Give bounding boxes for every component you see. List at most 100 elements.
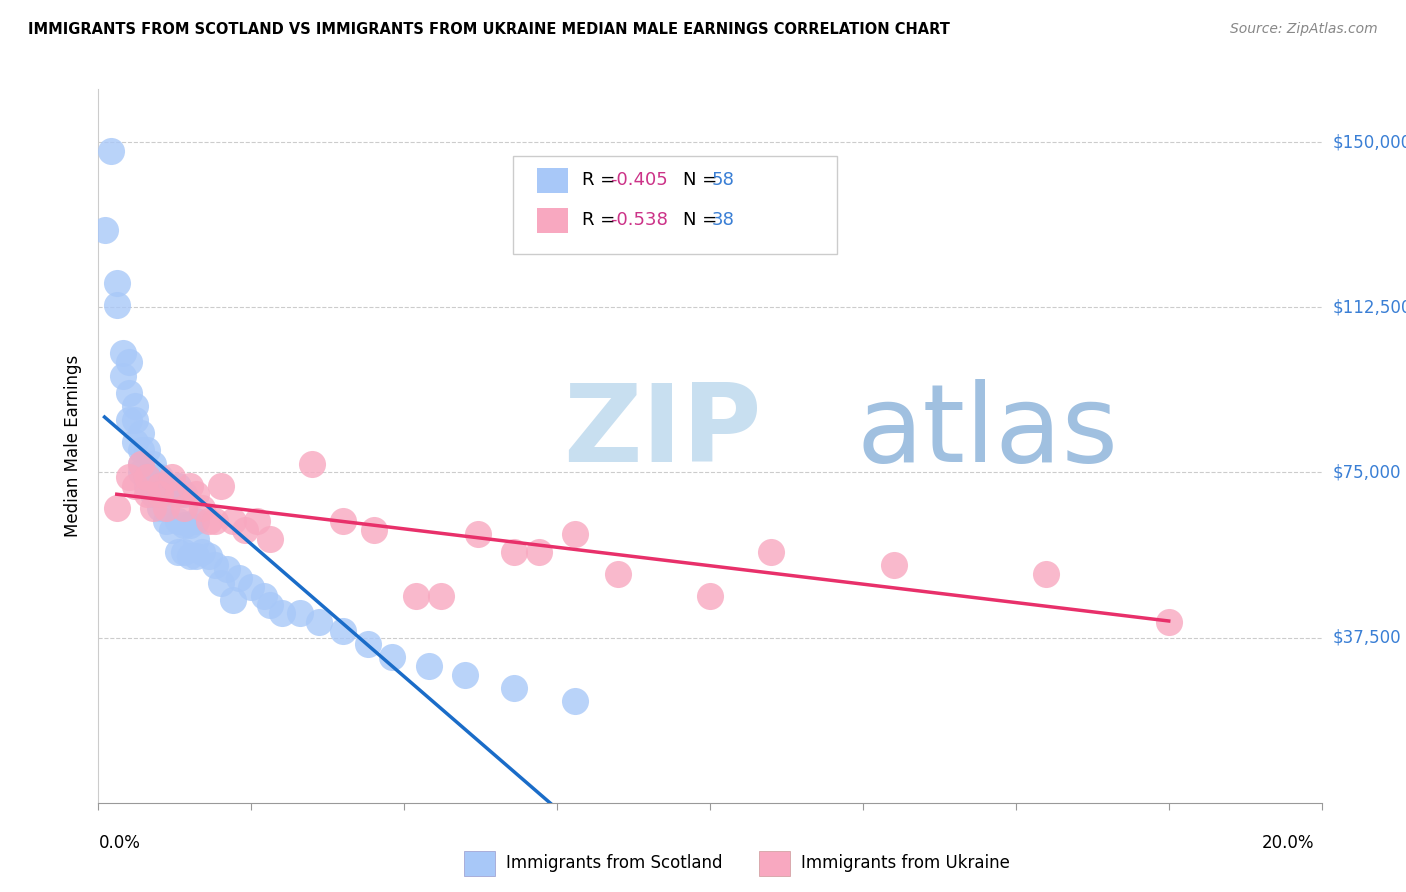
Point xyxy=(167,514,190,528)
Point xyxy=(118,412,141,426)
Point xyxy=(240,580,263,594)
Point xyxy=(173,487,195,501)
Point xyxy=(93,223,115,237)
Point xyxy=(129,466,152,480)
Point xyxy=(105,500,128,515)
Text: N =: N = xyxy=(683,171,723,189)
Point xyxy=(118,470,141,484)
Point xyxy=(173,500,195,515)
Point xyxy=(155,514,177,528)
Point xyxy=(332,514,354,528)
Point xyxy=(136,470,159,484)
Point xyxy=(467,527,489,541)
Point xyxy=(105,298,128,312)
Text: ZIP: ZIP xyxy=(564,379,762,484)
Text: $112,500: $112,500 xyxy=(1333,298,1406,317)
Point xyxy=(699,589,721,603)
Point xyxy=(155,478,177,492)
Point xyxy=(136,443,159,458)
Point xyxy=(233,523,256,537)
Point xyxy=(124,412,146,426)
Point xyxy=(124,400,146,414)
Point xyxy=(142,487,165,501)
Point xyxy=(142,457,165,471)
Point xyxy=(160,523,183,537)
Point xyxy=(100,144,122,158)
Point xyxy=(222,593,245,607)
Point xyxy=(564,694,586,708)
Point xyxy=(129,443,152,458)
Point xyxy=(167,487,190,501)
Point xyxy=(204,514,226,528)
Text: 58: 58 xyxy=(711,171,734,189)
Text: Source: ZipAtlas.com: Source: ZipAtlas.com xyxy=(1230,22,1378,37)
Point xyxy=(129,425,152,440)
Point xyxy=(607,566,630,581)
Text: $150,000: $150,000 xyxy=(1333,133,1406,151)
Point xyxy=(129,457,152,471)
Text: IMMIGRANTS FROM SCOTLAND VS IMMIGRANTS FROM UKRAINE MEDIAN MALE EARNINGS CORRELA: IMMIGRANTS FROM SCOTLAND VS IMMIGRANTS F… xyxy=(28,22,950,37)
Text: 20.0%: 20.0% xyxy=(1263,834,1315,852)
Point xyxy=(430,589,453,603)
Point xyxy=(246,514,269,528)
Point xyxy=(111,346,134,360)
Point xyxy=(503,545,526,559)
Point xyxy=(1157,615,1180,630)
Text: R =: R = xyxy=(582,171,621,189)
Text: -0.538: -0.538 xyxy=(610,211,668,229)
Point xyxy=(381,650,404,665)
Point xyxy=(270,607,292,621)
Point xyxy=(301,457,323,471)
Point xyxy=(179,478,201,492)
Point xyxy=(173,518,195,533)
Point xyxy=(454,668,477,682)
Point xyxy=(136,487,159,501)
Point xyxy=(179,549,201,563)
Point xyxy=(222,514,245,528)
Point xyxy=(197,549,219,563)
Point xyxy=(363,523,385,537)
Point xyxy=(149,470,172,484)
Point xyxy=(503,681,526,696)
Point xyxy=(215,562,238,576)
Text: Immigrants from Ukraine: Immigrants from Ukraine xyxy=(801,855,1011,872)
Point xyxy=(129,457,152,471)
Text: 38: 38 xyxy=(711,211,734,229)
Point xyxy=(290,607,312,621)
Point xyxy=(149,478,172,492)
Text: $37,500: $37,500 xyxy=(1333,629,1402,647)
Point xyxy=(564,527,586,541)
Point xyxy=(883,558,905,572)
Point xyxy=(173,545,195,559)
Point xyxy=(111,368,134,383)
Text: Immigrants from Scotland: Immigrants from Scotland xyxy=(506,855,723,872)
Point xyxy=(149,500,172,515)
Point xyxy=(204,558,226,572)
Point xyxy=(228,571,250,585)
Text: -0.405: -0.405 xyxy=(610,171,668,189)
Text: $75,000: $75,000 xyxy=(1333,464,1402,482)
Point xyxy=(160,470,183,484)
Point xyxy=(527,545,550,559)
Point xyxy=(136,478,159,492)
Point xyxy=(209,575,232,590)
Point xyxy=(259,532,281,546)
Point xyxy=(136,470,159,484)
Point xyxy=(259,598,281,612)
Text: R =: R = xyxy=(582,211,621,229)
Point xyxy=(124,434,146,449)
Point xyxy=(186,549,208,563)
Point xyxy=(118,355,141,369)
Point xyxy=(149,487,172,501)
Point xyxy=(179,518,201,533)
Point xyxy=(186,514,208,528)
Point xyxy=(759,545,782,559)
Point xyxy=(142,500,165,515)
Point xyxy=(155,500,177,515)
Point xyxy=(191,545,214,559)
Text: 0.0%: 0.0% xyxy=(98,834,141,852)
Point xyxy=(356,637,378,651)
Point xyxy=(405,589,427,603)
Point xyxy=(308,615,330,630)
Point xyxy=(418,659,440,673)
